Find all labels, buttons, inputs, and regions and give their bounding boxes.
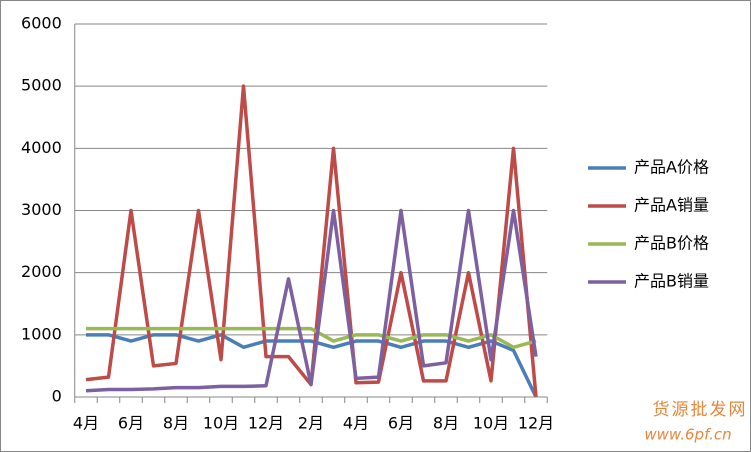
watermark: www.6pf.cn [644, 426, 731, 444]
y-tick-label: 3000 [21, 200, 62, 219]
legend-label: 产品A销量 [634, 196, 709, 215]
x-tick-label: 10月 [473, 414, 509, 433]
x-tick-label: 6月 [118, 414, 144, 433]
y-tick-label: 0 [52, 387, 62, 406]
x-tick-label: 4月 [343, 414, 369, 433]
x-tick-label: 8月 [433, 414, 459, 433]
x-tick-label: 12月 [248, 414, 284, 433]
y-tick-label: 6000 [21, 14, 62, 33]
y-tick-label: 5000 [21, 76, 62, 95]
x-tick-label: 6月 [388, 414, 414, 433]
series-line [85, 208, 538, 393]
x-tick-label: 4月 [73, 414, 99, 433]
x-tick-label: 10月 [203, 414, 239, 433]
y-tick-label: 4000 [21, 138, 62, 157]
legend-label: 产品A价格 [634, 158, 709, 177]
x-tick-label: 8月 [163, 414, 189, 433]
y-tick-label: 1000 [21, 324, 62, 343]
legend-label: 产品B价格 [634, 234, 709, 253]
legend-label: 产品B销量 [634, 272, 709, 291]
y-tick-label: 2000 [21, 262, 62, 281]
x-tick-label: 2月 [298, 414, 324, 433]
watermark: 货源批发网 [653, 400, 748, 420]
x-tick-label: 12月 [518, 414, 554, 433]
series-line [86, 326, 537, 350]
series-line [86, 333, 538, 398]
